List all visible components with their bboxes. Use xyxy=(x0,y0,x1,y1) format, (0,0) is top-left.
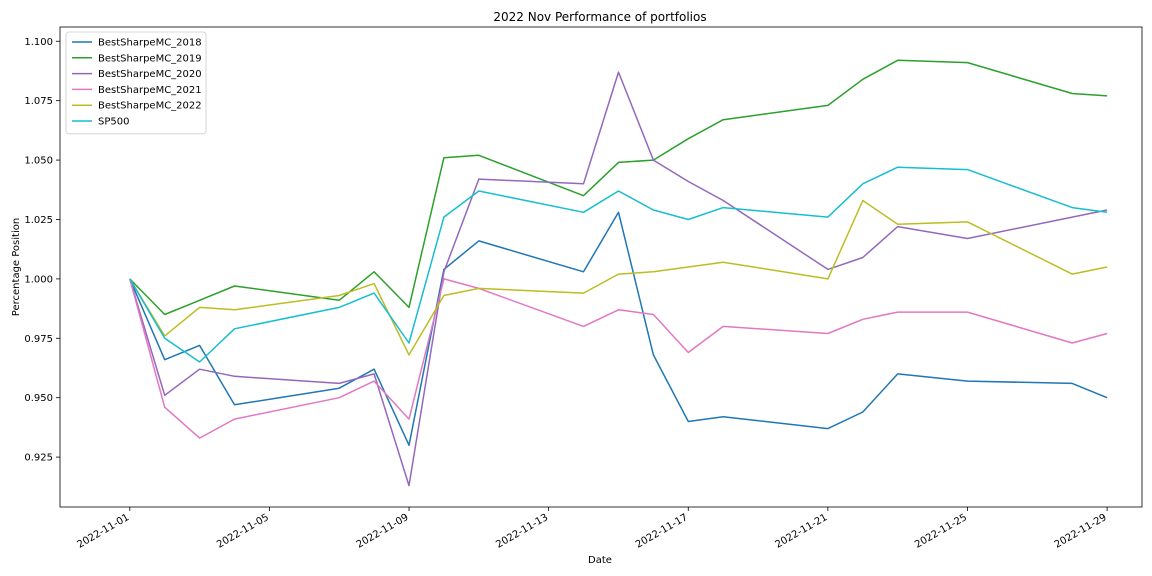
y-tick-label: 0.975 xyxy=(24,334,53,345)
legend-entry: BestSharpeMC_2019 xyxy=(98,53,202,64)
legend-entry: BestSharpeMC_2018 xyxy=(98,38,202,49)
series-line-4 xyxy=(129,199,1108,356)
x-tick-label: 2022-11-25 xyxy=(913,512,969,551)
y-tick-label: 1.075 xyxy=(24,96,53,107)
x-tick-label: 2022-11-29 xyxy=(1053,512,1109,551)
y-axis-label: Percentage Position xyxy=(11,218,22,316)
y-tick-label: 1.050 xyxy=(24,156,53,167)
y-tick-label: 0.950 xyxy=(24,393,53,404)
legend-box xyxy=(65,31,207,135)
legend-entry: SP500 xyxy=(98,117,129,128)
y-tick-label: 1.025 xyxy=(24,215,53,226)
series-line-3 xyxy=(129,278,1108,439)
x-tick-label: 2022-11-13 xyxy=(494,512,550,551)
y-tick-label: 0.925 xyxy=(24,453,53,464)
series-line-0 xyxy=(129,211,1108,446)
series-line-1 xyxy=(129,59,1108,316)
y-tick-label: 1.100 xyxy=(24,37,53,48)
x-tick-label: 2022-11-05 xyxy=(215,512,271,551)
chart-title: 2022 Nov Performance of portfolios xyxy=(493,10,706,24)
x-tick-label: 2022-11-09 xyxy=(355,512,411,551)
x-axis-label: Date xyxy=(588,555,612,566)
plot-area-frame xyxy=(59,26,1143,508)
y-tick-label: 1.000 xyxy=(24,274,53,285)
series-line-5 xyxy=(129,166,1108,363)
series-line-2 xyxy=(129,71,1108,487)
legend-entry: BestSharpeMC_2022 xyxy=(98,101,202,112)
legend-entry: BestSharpeMC_2021 xyxy=(98,85,202,96)
series-layer xyxy=(129,59,1108,487)
x-tick-label: 2022-11-01 xyxy=(75,512,131,551)
legend: BestSharpeMC_2018 BestSharpeMC_2019 BestSh… xyxy=(65,31,207,135)
x-tick-label: 2022-11-17 xyxy=(634,512,690,551)
y-axis: 0.925 0.950 0.975 1.000 1.025 1.050 1.075 1.100 xyxy=(24,37,60,464)
x-axis: 2022-11-01 2022-11-05 2022-11-09 2022-11-13… xyxy=(75,507,1109,551)
legend-entry: BestSharpeMC_2020 xyxy=(98,69,202,80)
x-tick-label: 2022-11-21 xyxy=(774,512,830,551)
